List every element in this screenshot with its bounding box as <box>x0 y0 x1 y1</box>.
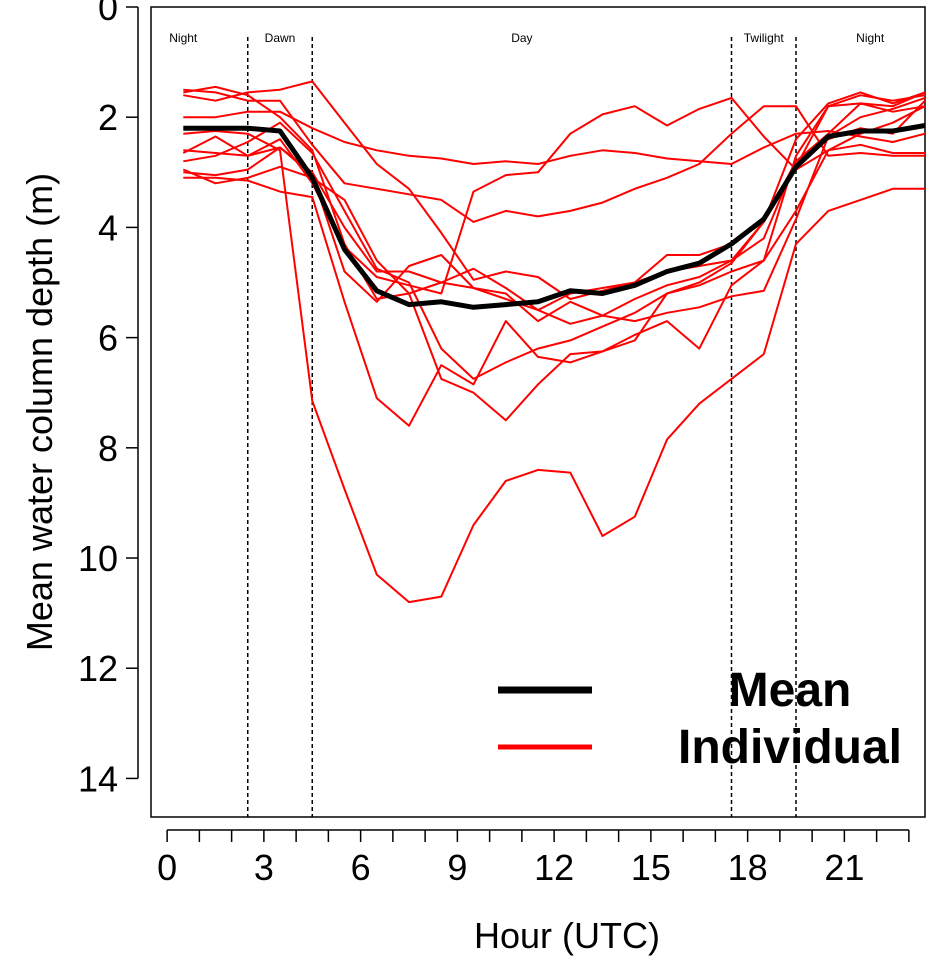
x-tick-label: 0 <box>157 847 177 888</box>
y-axis-title: Mean water column depth (m) <box>19 173 60 651</box>
period-boundaries <box>247 37 797 817</box>
y-tick-label: 4 <box>98 207 118 248</box>
mean-line <box>183 123 926 310</box>
individual-line <box>183 91 926 427</box>
y-tick-label: 12 <box>78 648 118 689</box>
individual-line <box>182 96 925 295</box>
individual-line <box>183 102 926 380</box>
period-label: Night <box>856 31 885 45</box>
x-tick-label: 9 <box>447 847 467 888</box>
x-tick-label: 15 <box>631 847 671 888</box>
x-tick-label: 21 <box>824 847 864 888</box>
period-label: Night <box>169 31 198 45</box>
y-tick-label: 6 <box>98 318 118 359</box>
y-tick-label: 0 <box>98 0 118 28</box>
series-lines <box>182 80 926 604</box>
y-tick-label: 14 <box>78 758 118 799</box>
period-label: Day <box>511 31 532 45</box>
period-labels: Night Dawn Day Twilight Night <box>169 31 885 45</box>
y-axis: 0 2 4 6 8 10 12 14 <box>78 0 139 799</box>
individual-line <box>183 110 926 165</box>
x-tick-label: 12 <box>534 847 574 888</box>
period-label: Dawn <box>265 31 296 45</box>
x-axis-title: Hour (UTC) <box>474 915 660 956</box>
individual-line <box>183 130 925 604</box>
x-tick-label: 18 <box>728 847 768 888</box>
y-tick-label: 2 <box>98 97 118 138</box>
individual-line <box>183 88 925 223</box>
legend-label: Mean <box>729 664 852 717</box>
legend-label: Individual <box>678 721 902 774</box>
x-tick-label: 3 <box>254 847 274 888</box>
period-label: Twilight <box>744 31 785 45</box>
y-tick-label: 10 <box>78 538 118 579</box>
y-tick-label: 8 <box>98 428 118 469</box>
x-axis: 0 3 6 9 12 15 18 21 <box>157 829 910 888</box>
plot-frame <box>150 6 926 818</box>
x-tick-label: 6 <box>351 847 371 888</box>
